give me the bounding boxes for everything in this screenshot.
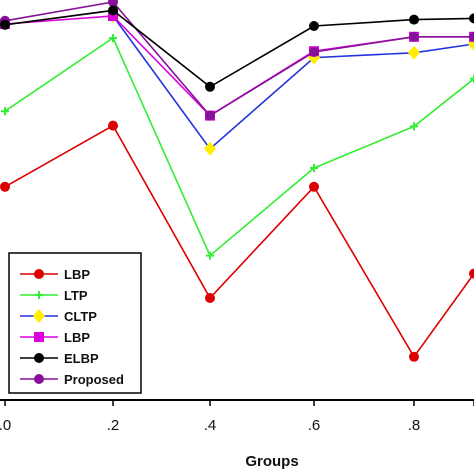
legend-label: CLTP — [64, 309, 97, 324]
series-line-ltp — [4, 36, 474, 257]
series-line-elbp — [4, 9, 474, 88]
legend-marker — [34, 269, 44, 279]
data-point-elbp-3 — [205, 81, 215, 92]
x-tick-label-3: .4 — [204, 417, 217, 434]
data-point-lbp-1 — [0, 181, 10, 192]
legend-entry-6: Proposed — [20, 372, 124, 387]
x-axis: .0 .2 .4 .6 .8 — [0, 400, 474, 434]
legend-marker — [34, 332, 44, 342]
legend-marker — [35, 291, 43, 299]
series-line-lbp — [4, 124, 474, 359]
legend: LBP LTP CLTP LBP ELBP Proposed — [8, 252, 142, 394]
series-6-proposed — [0, 0, 474, 121]
legend-label: LBP — [64, 267, 90, 282]
data-point-lbp-5 — [409, 351, 419, 362]
legend-entry-4: LBP — [20, 330, 90, 345]
x-tick-label-1: .0 — [0, 417, 11, 434]
data-point-proposed-5 — [409, 31, 419, 42]
data-point-elbp-2 — [108, 5, 118, 16]
data-point-lbp-2 — [108, 120, 118, 131]
series-1-lbp — [0, 120, 474, 362]
series-3-cltp — [107, 9, 474, 156]
data-point-proposed-2 — [108, 0, 118, 7]
data-point-cltp-4 — [408, 45, 420, 60]
legend-entry-1: LBP — [20, 267, 90, 282]
legend-box — [8, 252, 142, 394]
data-point-proposed-6 — [469, 31, 474, 42]
data-point-ltp-6 — [470, 74, 474, 83]
data-point-ltp-4 — [310, 164, 318, 172]
legend-entry-5: ELBP — [20, 351, 99, 366]
x-tick-label-4: .6 — [308, 417, 321, 434]
legend-entry-2: LTP — [20, 288, 88, 303]
legend-marker — [34, 374, 44, 384]
x-tick-label-5: .8 — [408, 417, 421, 434]
data-point-lbp-6 — [469, 268, 474, 279]
data-point-lbp-3 — [205, 293, 215, 303]
data-point-lbp-2 — [108, 11, 118, 21]
data-point-ltp-5 — [410, 122, 418, 131]
legend-label: LTP — [64, 288, 88, 303]
data-point-proposed-4 — [309, 47, 319, 57]
series-line-lbp — [4, 15, 474, 117]
plot-area — [0, 399, 474, 401]
data-point-elbp-5 — [409, 14, 419, 25]
series-line-cltp — [112, 15, 474, 150]
data-point-cltp-2 — [204, 141, 216, 156]
data-point-elbp-1 — [0, 19, 10, 30]
data-point-ltp-2 — [109, 34, 117, 42]
legend-label: LBP — [64, 330, 90, 345]
x-axis-title: Groups — [245, 453, 298, 470]
legend-label: Proposed — [64, 372, 124, 387]
plot-frame — [0, 399, 474, 401]
series-2-ltp — [1, 34, 474, 260]
series-layer — [0, 0, 474, 362]
x-tick-label-2: .2 — [107, 417, 120, 434]
data-point-elbp-4 — [309, 21, 319, 31]
data-point-elbp-6 — [469, 13, 474, 24]
series-line-proposed — [4, 1, 474, 117]
data-point-lbp-4 — [309, 181, 319, 192]
legend-entry-3: CLTP — [20, 309, 97, 324]
legend-label: ELBP — [64, 351, 99, 366]
data-point-proposed-3 — [205, 110, 215, 121]
data-point-ltp-3 — [206, 251, 214, 260]
series-5-elbp — [0, 5, 474, 92]
data-point-ltp-1 — [1, 107, 9, 116]
legend-marker — [33, 309, 45, 323]
legend-marker — [34, 353, 44, 363]
